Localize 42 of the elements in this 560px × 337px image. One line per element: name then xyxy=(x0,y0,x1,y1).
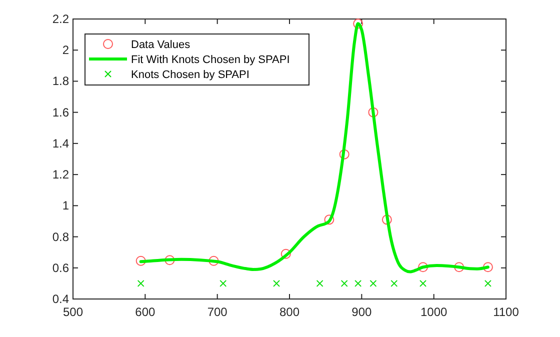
y-tick-label: 1 xyxy=(62,198,70,213)
point xyxy=(420,280,427,287)
y-tick-label: 1.2 xyxy=(52,168,70,182)
point xyxy=(208,256,219,266)
point xyxy=(484,280,492,287)
point xyxy=(164,255,175,266)
y-tick-label: 2.2 xyxy=(52,12,70,26)
x-tick-label: 1100 xyxy=(493,305,520,319)
point xyxy=(390,280,398,287)
y-tick-label: 0.6 xyxy=(52,260,70,275)
y-tick-label: 1.4 xyxy=(52,136,70,150)
point xyxy=(482,262,493,272)
point xyxy=(273,280,280,287)
x-tick-label: 1000 xyxy=(420,305,448,319)
point xyxy=(339,149,350,160)
x-tick-label: 600 xyxy=(135,305,156,319)
legend-label: Data Values xyxy=(131,39,191,51)
point xyxy=(340,280,348,287)
y-tick-label: 1.8 xyxy=(52,74,70,88)
y-tick-label: 0.8 xyxy=(52,230,70,244)
y-tick-label: 2 xyxy=(62,43,70,58)
point xyxy=(418,262,428,272)
x-tick-label: 500 xyxy=(62,305,84,319)
legend-label: Fit With Knots Chosen by SPAPI xyxy=(131,54,290,66)
point xyxy=(354,280,362,287)
point xyxy=(368,107,378,118)
point xyxy=(454,262,464,272)
point xyxy=(137,280,144,287)
point xyxy=(280,248,291,259)
point xyxy=(220,280,227,287)
point xyxy=(353,18,364,29)
legend-label: Knots Chosen by SPAPI xyxy=(131,69,250,81)
y-tick-label: 1.6 xyxy=(52,105,70,120)
point xyxy=(324,214,334,225)
x-tick-label: 800 xyxy=(279,305,300,319)
y-tick-label: 0.4 xyxy=(52,292,70,306)
x-tick-label: 900 xyxy=(352,305,372,319)
x-tick-label: 700 xyxy=(207,305,228,319)
point xyxy=(136,256,146,266)
point xyxy=(370,280,377,287)
point xyxy=(382,214,392,225)
point xyxy=(316,280,324,287)
